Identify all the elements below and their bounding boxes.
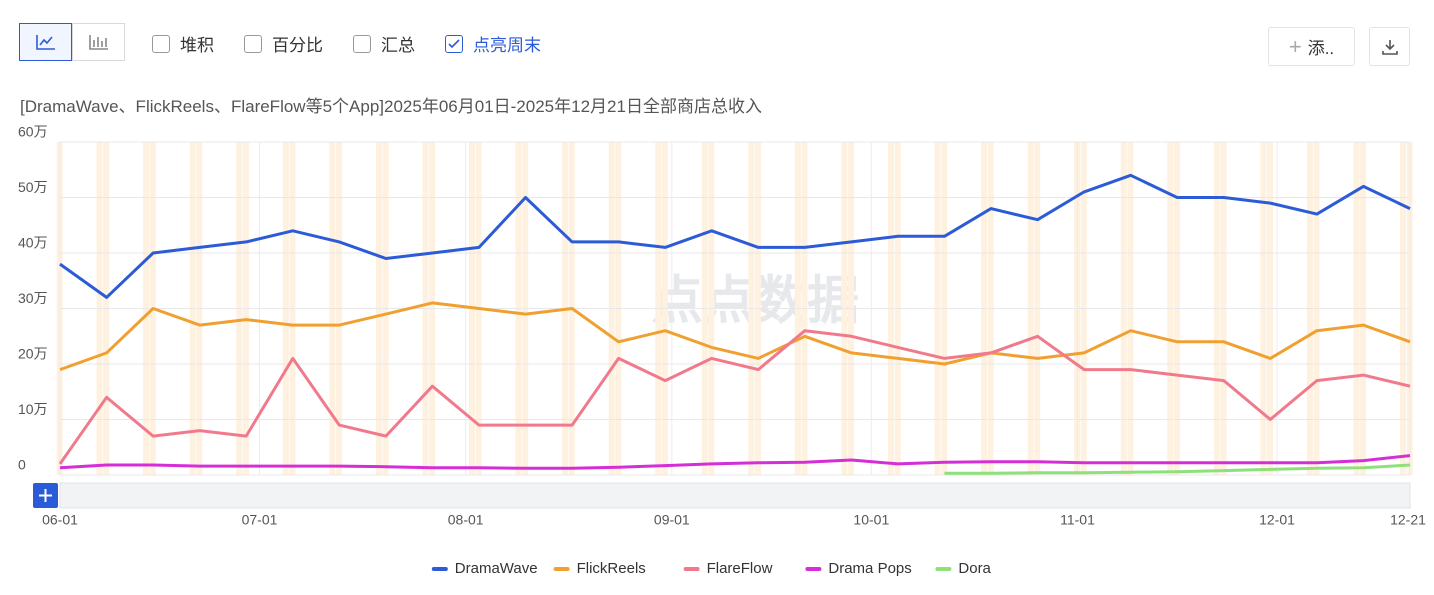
legend-swatch	[805, 567, 822, 571]
legend-item[interactable]: Drama Pops	[805, 560, 912, 577]
y-tick-label: 10万	[18, 401, 48, 417]
option-label: 汇总	[381, 36, 415, 55]
x-tick-label: 10-01	[853, 512, 889, 528]
download-button[interactable]	[1369, 27, 1410, 66]
y-tick-label: 20万	[18, 346, 48, 362]
legend-item[interactable]: DramaWave	[431, 560, 538, 577]
series-line	[59, 173, 1411, 299]
checkbox[interactable]	[445, 34, 463, 53]
option[interactable]: 百分比	[244, 31, 323, 56]
legend-swatch	[935, 567, 952, 571]
legend-item[interactable]: FlickReels	[553, 560, 646, 577]
legend-label: FlareFlow	[707, 560, 773, 577]
checkbox[interactable]	[353, 34, 371, 53]
x-tick-label: 12-21	[1390, 512, 1426, 528]
series-line	[59, 454, 1411, 470]
legend-label: Dora	[958, 560, 991, 577]
option[interactable]: 点亮周末	[445, 31, 541, 56]
option-label: 堆积	[180, 36, 214, 55]
line-chart-button[interactable]	[19, 23, 72, 61]
series-line	[58, 329, 1411, 465]
y-tick-label: 30万	[18, 290, 48, 306]
add-button[interactable]: + 添..	[1268, 27, 1355, 66]
x-tick-label: 12-01	[1259, 512, 1295, 528]
series-line	[59, 301, 1411, 372]
x-tick-label: 11-01	[1060, 512, 1095, 528]
legend-swatch	[431, 567, 448, 571]
checkbox[interactable]	[152, 34, 170, 53]
legend-label: Drama Pops	[828, 560, 911, 577]
x-tick-label: 08-01	[448, 512, 484, 528]
legend-item[interactable]: Dora	[935, 560, 992, 577]
x-tick-label: 07-01	[242, 512, 278, 528]
legend-label: FlickReels	[577, 560, 646, 577]
checkbox[interactable]	[244, 34, 262, 53]
x-tick-label: 09-01	[654, 512, 690, 528]
add-label: 添..	[1307, 39, 1335, 58]
bar-chart-button[interactable]	[72, 23, 125, 61]
chart-type-switch	[19, 23, 125, 61]
options: 堆积 百分比 汇总 点亮周末	[152, 31, 541, 56]
plot: 0 10万 20万 30万 40万 50万 60万 06-01 07-01 08-01 09-01 1…	[18, 124, 1426, 577]
legend-item[interactable]: FlareFlow	[683, 560, 773, 577]
zoom-track	[59, 482, 1411, 509]
y-tick-label: 0	[18, 457, 26, 473]
x-tick-label: 06-01	[42, 512, 78, 528]
series-line	[944, 463, 1411, 475]
option[interactable]: 汇总	[353, 31, 415, 56]
option-label: 点亮周末	[473, 36, 541, 55]
y-tick-label: 40万	[18, 235, 48, 251]
y-tick-label: 50万	[18, 179, 48, 195]
legend-swatch	[683, 567, 700, 571]
legend-swatch	[553, 567, 570, 571]
option[interactable]: 堆积	[152, 31, 214, 56]
legend-label: DramaWave	[455, 560, 538, 577]
option-label: 百分比	[272, 36, 323, 55]
y-tick-label: 60万	[18, 124, 48, 140]
chart-title: [DramaWave、FlickReels、FlareFlow等5个App]20…	[20, 97, 762, 116]
zoom-plus	[39, 489, 52, 502]
